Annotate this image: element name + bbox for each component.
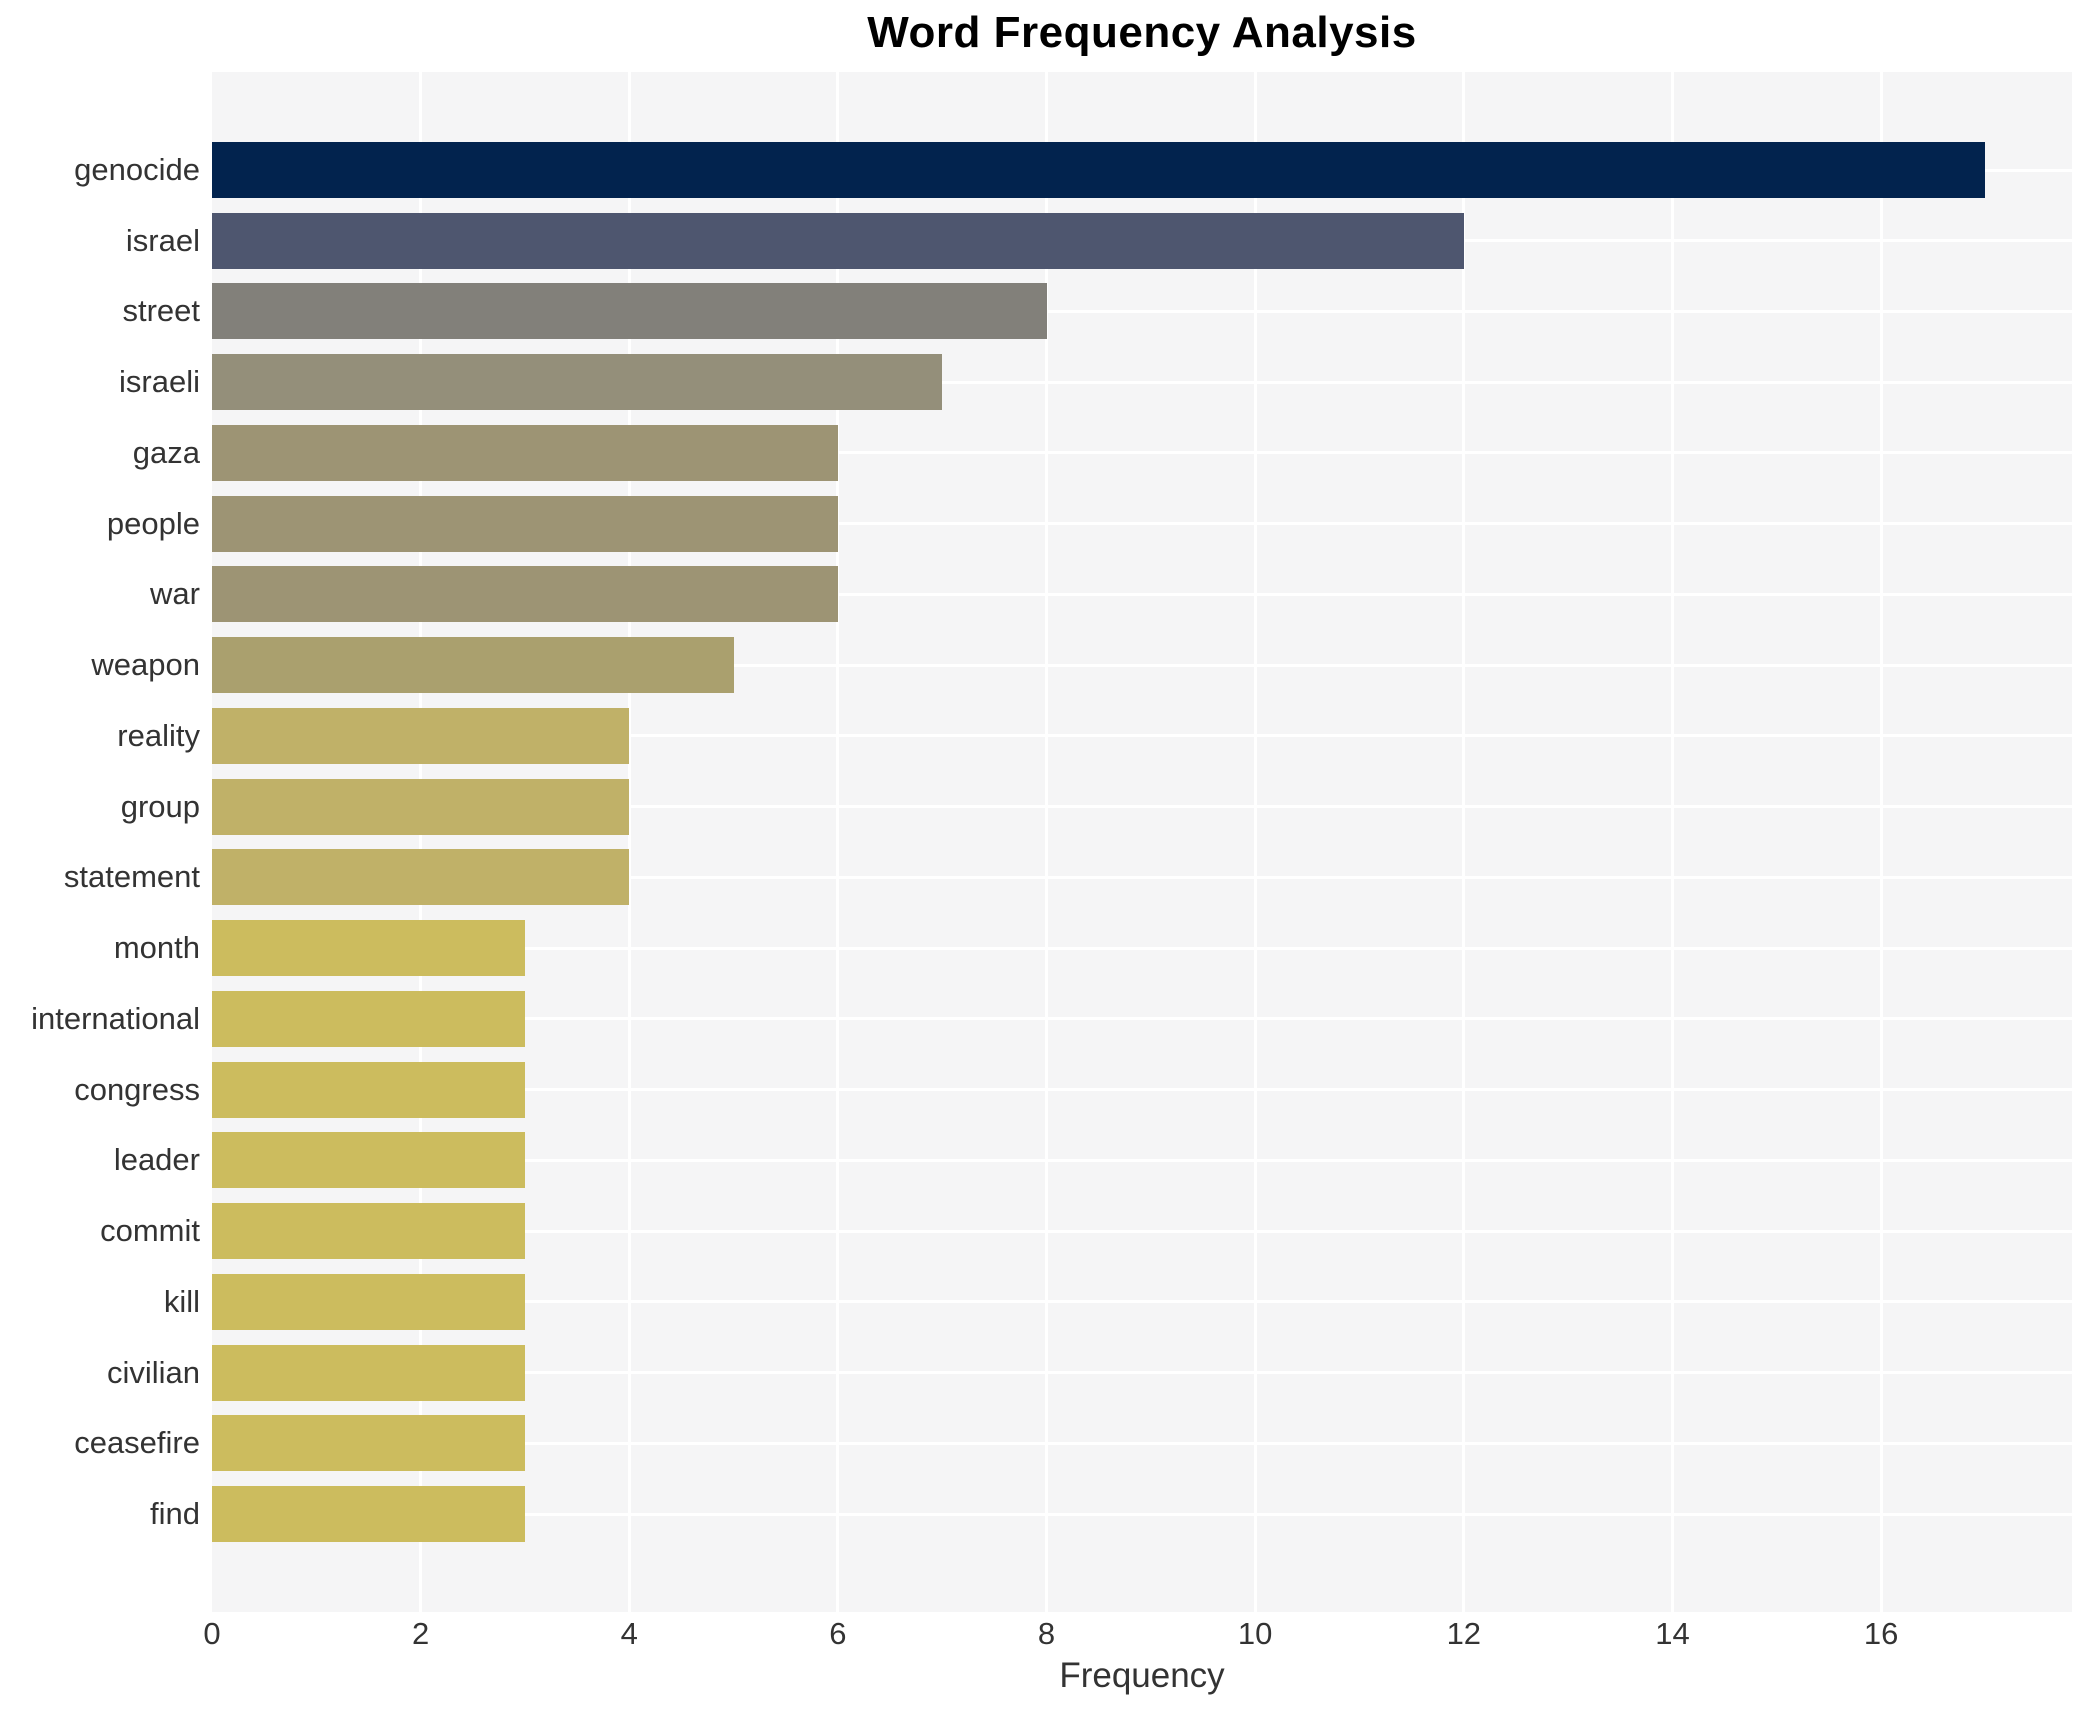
x-tick-16: 16 <box>1863 1616 1899 1651</box>
y-label-leader: leader <box>113 1142 200 1178</box>
gridline-y-congress <box>212 1088 2072 1092</box>
bar-congress <box>212 1061 525 1118</box>
y-label-street: street <box>122 293 200 329</box>
bar-ceasefire <box>212 1415 525 1472</box>
bar-people <box>212 495 838 552</box>
y-label-people: people <box>106 505 200 541</box>
bar-find <box>212 1486 525 1543</box>
bar-international <box>212 990 525 1047</box>
bar-genocide <box>212 142 1986 198</box>
gridline-y-weapon <box>212 663 2072 667</box>
x-tick-0: 0 <box>203 1616 221 1651</box>
bar-street <box>212 283 1047 340</box>
x-axis-label: Frequency <box>1059 1656 1225 1695</box>
y-label-international: international <box>31 1000 200 1036</box>
plot-area <box>212 72 2072 1612</box>
bar-civilian <box>212 1344 525 1401</box>
gridline-y-find <box>212 1512 2072 1516</box>
gridline-y-war <box>212 592 2072 596</box>
gridline-x-4 <box>627 72 631 1612</box>
y-label-weapon: weapon <box>91 647 200 683</box>
bar-gaza <box>212 424 838 481</box>
y-label-reality: reality <box>117 717 200 753</box>
y-label-israel: israel <box>125 222 200 258</box>
x-tick-6: 6 <box>829 1616 847 1651</box>
gridline-y-people <box>212 522 2072 526</box>
gridline-y-statement <box>212 875 2072 879</box>
bar-israel <box>212 212 1464 269</box>
x-tick-10: 10 <box>1237 1616 1273 1651</box>
gridline-y-civilian <box>212 1371 2072 1375</box>
bar-commit <box>212 1203 525 1260</box>
y-label-find: find <box>150 1496 200 1532</box>
y-label-civilian: civilian <box>106 1354 200 1390</box>
y-label-gaza: gaza <box>132 434 200 470</box>
gridline-y-international <box>212 1017 2072 1021</box>
bar-weapon <box>212 637 734 694</box>
gridline-x-16 <box>1879 72 1883 1612</box>
bar-group <box>212 778 630 835</box>
y-label-commit: commit <box>100 1213 200 1249</box>
gridline-y-reality <box>212 734 2072 738</box>
gridline-y-month <box>212 946 2072 950</box>
x-tick-14: 14 <box>1655 1616 1690 1651</box>
y-label-month: month <box>113 930 200 966</box>
gridline-y-commit <box>212 1229 2072 1233</box>
y-label-group: group <box>120 788 200 824</box>
gridline-x-10 <box>1253 72 1257 1612</box>
x-tick-2: 2 <box>412 1616 430 1651</box>
x-tick-12: 12 <box>1446 1616 1482 1651</box>
gridline-y-street <box>212 309 2072 313</box>
y-label-statement: statement <box>63 859 200 895</box>
gridline-y-israeli <box>212 380 2072 384</box>
gridline-x-8 <box>1045 72 1049 1612</box>
chart-title: Word Frequency Analysis <box>867 8 1417 57</box>
bar-kill <box>212 1273 525 1330</box>
gridline-x-14 <box>1670 72 1674 1612</box>
gridline-y-leader <box>212 1158 2072 1162</box>
bar-statement <box>212 849 630 906</box>
y-label-israeli: israeli <box>119 364 200 400</box>
y-label-genocide: genocide <box>74 152 200 187</box>
bar-israeli <box>212 354 943 411</box>
y-label-congress: congress <box>74 1071 200 1107</box>
gridline-y-group <box>212 805 2072 809</box>
gridline-x-2 <box>419 72 423 1612</box>
gridline-y-gaza <box>212 451 2072 455</box>
x-tick-4: 4 <box>620 1616 638 1651</box>
bar-leader <box>212 1132 525 1189</box>
y-label-kill: kill <box>163 1283 200 1319</box>
x-tick-8: 8 <box>1037 1616 1056 1651</box>
gridline-y-ceasefire <box>212 1441 2072 1445</box>
gridline-y-kill <box>212 1300 2072 1304</box>
y-label-war: war <box>150 576 200 612</box>
bar-month <box>212 920 525 977</box>
bar-reality <box>212 707 630 764</box>
y-label-ceasefire: ceasefire <box>74 1425 200 1461</box>
bar-war <box>212 566 838 623</box>
gridline-x-12 <box>1462 72 1466 1612</box>
gridline-x-6 <box>836 72 840 1612</box>
